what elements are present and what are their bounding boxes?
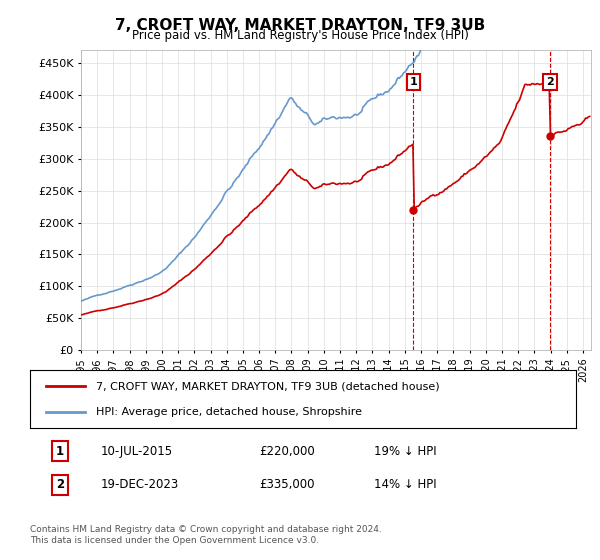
Text: 10-JUL-2015: 10-JUL-2015 [101, 445, 173, 458]
Text: £335,000: £335,000 [259, 478, 315, 492]
Text: £220,000: £220,000 [259, 445, 315, 458]
Text: 7, CROFT WAY, MARKET DRAYTON, TF9 3UB: 7, CROFT WAY, MARKET DRAYTON, TF9 3UB [115, 18, 485, 33]
Text: 19-DEC-2023: 19-DEC-2023 [101, 478, 179, 492]
Text: HPI: Average price, detached house, Shropshire: HPI: Average price, detached house, Shro… [95, 407, 362, 417]
Text: 2: 2 [56, 478, 64, 492]
Text: 1: 1 [56, 445, 64, 458]
Text: 19% ↓ HPI: 19% ↓ HPI [374, 445, 437, 458]
Text: 2: 2 [546, 77, 554, 87]
Text: 14% ↓ HPI: 14% ↓ HPI [374, 478, 437, 492]
Text: 7, CROFT WAY, MARKET DRAYTON, TF9 3UB (detached house): 7, CROFT WAY, MARKET DRAYTON, TF9 3UB (d… [95, 381, 439, 391]
Text: Contains HM Land Registry data © Crown copyright and database right 2024.
This d: Contains HM Land Registry data © Crown c… [30, 525, 382, 545]
Text: Price paid vs. HM Land Registry's House Price Index (HPI): Price paid vs. HM Land Registry's House … [131, 29, 469, 42]
Text: 1: 1 [409, 77, 417, 87]
